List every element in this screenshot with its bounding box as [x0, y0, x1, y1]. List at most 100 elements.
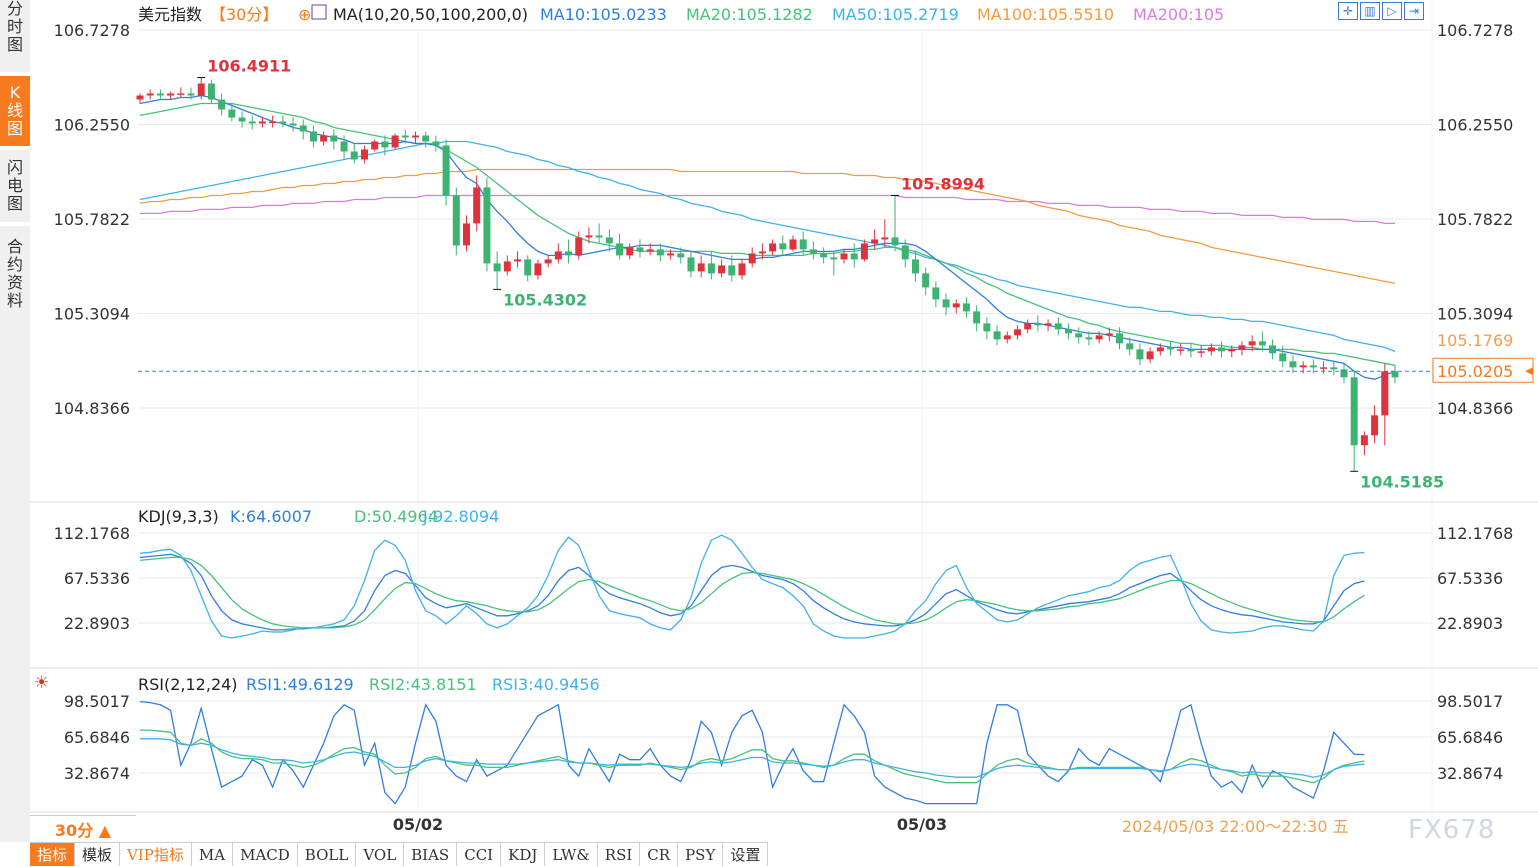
- candle-body: [636, 247, 644, 252]
- tab-candlestick-chart[interactable]: K 线 图: [0, 76, 30, 146]
- tab-flash-chart[interactable]: 闪 电 图: [0, 150, 30, 222]
- header-period: 【30分】: [210, 5, 278, 24]
- candle-body: [320, 135, 328, 142]
- candle-body: [452, 195, 460, 246]
- indicator-toolbar: 指标 模板 VIP指标 MA MACD BOLL VOL BIAS CCI KD…: [30, 842, 1538, 866]
- ma200-line: [140, 194, 1395, 225]
- candle-body: [1269, 345, 1277, 354]
- rsi1-label: RSI1:49.6129: [246, 675, 354, 694]
- settings-button[interactable]: 设置: [723, 842, 769, 866]
- kdj-k-label: K:64.6007: [230, 507, 312, 526]
- candle-body: [442, 145, 450, 196]
- rsi-title: RSI(2,12,24): [138, 675, 238, 694]
- candle-body: [167, 93, 175, 96]
- rsi-y-tick: 98.5017: [64, 692, 130, 711]
- candle-body: [524, 259, 532, 276]
- tab-time-chart[interactable]: 分 时 图: [0, 0, 30, 72]
- indicator-vol[interactable]: VOL: [356, 842, 405, 866]
- tab-indicators[interactable]: 指标: [30, 842, 76, 866]
- candle-body: [238, 117, 246, 122]
- indicator-lw[interactable]: LW&: [545, 842, 598, 866]
- crosshair-icon[interactable]: ✛: [1338, 2, 1358, 20]
- rsi-y-tick: 65.6846: [64, 728, 130, 747]
- candle-body: [1248, 341, 1256, 346]
- tab-char: 图: [6, 194, 23, 213]
- y-tick-label-right: 105.3094: [1437, 305, 1513, 324]
- candle-body: [534, 263, 542, 276]
- tab-char: 料: [6, 291, 23, 310]
- layout-icon[interactable]: ▥: [1360, 2, 1380, 20]
- period-selector[interactable]: 30分 ▲: [30, 815, 136, 842]
- candle-body: [1146, 351, 1154, 360]
- candle-body: [1371, 415, 1379, 436]
- candle-body: [1207, 347, 1215, 352]
- header-ma-title: MA(10,20,50,100,200,0): [333, 5, 528, 24]
- header-add-icon: ⊕: [298, 5, 311, 24]
- candle-body: [1003, 335, 1011, 340]
- candle-body: [1228, 349, 1236, 352]
- candle-body: [401, 135, 409, 138]
- ma10-last-label: 105.1769: [1437, 331, 1513, 350]
- kdj-y-tick-right: 67.5336: [1437, 569, 1503, 588]
- header-symbol: 美元指数: [138, 5, 202, 24]
- candle-body: [738, 263, 746, 276]
- indicator-boll[interactable]: BOLL: [297, 842, 357, 866]
- settings-sun-icon[interactable]: ☀: [34, 673, 50, 693]
- candle-body: [207, 83, 215, 100]
- rsi-rsi1-line: [139, 700, 1365, 805]
- candle-body: [391, 135, 399, 148]
- play-icon[interactable]: ▷: [1382, 2, 1402, 20]
- candle-body: [463, 223, 471, 246]
- candle-body: [1330, 367, 1338, 370]
- candle-body: [697, 263, 705, 272]
- candle-body: [973, 311, 981, 324]
- kdj-y-tick-right: 112.1768: [1437, 524, 1513, 543]
- candle-body: [595, 235, 603, 238]
- tab-char: 电: [6, 176, 23, 195]
- candle-body: [544, 259, 552, 264]
- candle-body: [493, 263, 501, 272]
- tab-contract-info[interactable]: 合 约 资 料: [0, 226, 30, 322]
- rsi-rsi2-line: [140, 729, 1365, 784]
- candle-body: [299, 125, 307, 132]
- ma10-line: [139, 94, 1396, 380]
- candle-body: [1258, 341, 1266, 346]
- indicator-macd[interactable]: MACD: [233, 842, 298, 866]
- tab-vip-indicators[interactable]: VIP指标: [120, 842, 192, 866]
- candle-body: [850, 253, 858, 260]
- header-ma10: MA10:105.0233: [540, 5, 667, 24]
- candle-body: [514, 259, 522, 262]
- indicator-kdj[interactable]: KDJ: [501, 842, 546, 866]
- candle-body: [1075, 333, 1083, 338]
- candle-body: [799, 239, 807, 250]
- rsi3-label: RSI3:40.9456: [492, 675, 600, 694]
- candle-body: [1013, 329, 1021, 336]
- indicator-psy[interactable]: PSY: [678, 842, 724, 866]
- candle-body: [218, 99, 226, 110]
- indicator-rsi[interactable]: RSI: [597, 842, 641, 866]
- candle-body: [1177, 349, 1185, 351]
- indicator-bias[interactable]: BIAS: [404, 842, 458, 866]
- header-ma50: MA50:105.2719: [832, 5, 959, 24]
- chart-tools: ✛ ▥ ▷ ⇥: [1338, 2, 1424, 20]
- indicator-cci[interactable]: CCI: [457, 842, 502, 866]
- tab-char: 线: [6, 101, 23, 120]
- high2-label: 105.8994: [901, 174, 985, 193]
- tab-templates[interactable]: 模板: [75, 842, 121, 866]
- candle-body: [616, 243, 624, 256]
- candle-body: [1360, 435, 1368, 446]
- rsi-y-tick: 32.8674: [64, 764, 130, 783]
- forward-icon[interactable]: ⇥: [1404, 2, 1424, 20]
- candle-body: [360, 149, 368, 160]
- y-tick-label: 106.2550: [54, 116, 130, 135]
- indicator-cr[interactable]: CR: [640, 842, 679, 866]
- indicator-ma[interactable]: MA: [191, 842, 234, 866]
- ma20-line: [139, 102, 1396, 366]
- low2-label: 104.5185: [1360, 472, 1444, 491]
- rsi2-label: RSI2:43.8151: [369, 675, 477, 694]
- candle-body: [1167, 347, 1175, 350]
- candle-body: [646, 249, 654, 252]
- header-ma20: MA20:105.1282: [686, 5, 813, 24]
- y-tick-label: 105.7822: [54, 210, 130, 229]
